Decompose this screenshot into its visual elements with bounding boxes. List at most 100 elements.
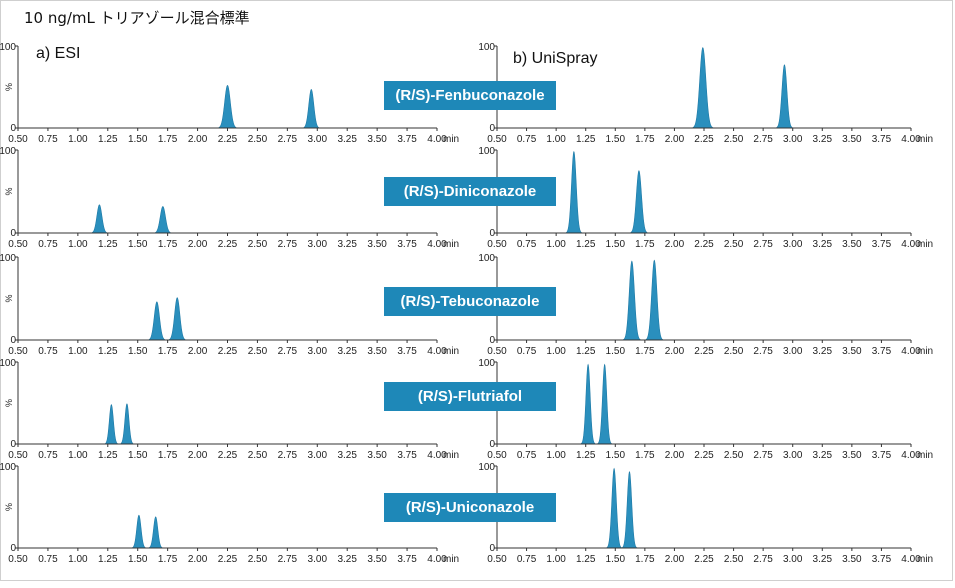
x-tick-label: 1.75	[635, 346, 655, 357]
peak-3-esi-1	[118, 403, 136, 445]
x-tick-label: 4.00	[427, 346, 447, 357]
x-tick-label: 3.25	[813, 239, 833, 250]
x-tick-label: 0.75	[517, 134, 537, 145]
x-tick-label: 3.50	[367, 346, 387, 357]
x-tick-label: 1.25	[576, 134, 596, 145]
x-tick-label: 0.50	[8, 134, 28, 145]
x-tick-label: 0.50	[8, 450, 28, 461]
x-tick-label: 1.25	[98, 134, 118, 145]
x-tick-label: 3.50	[367, 554, 387, 565]
x-tick-label: 2.00	[188, 239, 208, 250]
x-unit-label: min	[917, 346, 933, 357]
x-tick-label: 2.00	[665, 134, 685, 145]
x-unit-label: min	[917, 554, 933, 565]
x-tick-label: 3.75	[397, 554, 417, 565]
x-tick-label: 3.75	[872, 346, 892, 357]
x-tick-label: 0.75	[38, 450, 58, 461]
x-tick-label: 1.50	[606, 239, 626, 250]
x-tick-label: 2.25	[694, 346, 714, 357]
x-tick-label: 3.50	[367, 450, 387, 461]
x-tick-label: 3.75	[397, 450, 417, 461]
x-unit-label: min	[917, 239, 933, 250]
x-tick-label: 2.25	[218, 134, 238, 145]
peak-2-esi-1	[166, 297, 189, 341]
x-tick-label: 0.50	[8, 554, 28, 565]
x-tick-label: 2.25	[218, 554, 238, 565]
x-tick-label: 2.75	[753, 450, 773, 461]
x-unit-label: min	[443, 239, 459, 250]
x-tick-label: 4.00	[427, 554, 447, 565]
y-axis-label: %	[4, 399, 14, 407]
y-tick-label: 100	[478, 146, 495, 157]
x-tick-label: 1.50	[606, 134, 626, 145]
x-tick-label: 2.50	[724, 346, 744, 357]
x-tick-label: 3.75	[872, 239, 892, 250]
x-tick-label: 0.75	[517, 450, 537, 461]
x-tick-label: 1.00	[546, 554, 566, 565]
x-tick-label: 3.75	[872, 554, 892, 565]
x-tick-label: 0.75	[38, 346, 58, 357]
x-unit-label: min	[443, 346, 459, 357]
x-tick-label: 0.75	[517, 554, 537, 565]
x-tick-label: 1.25	[576, 346, 596, 357]
x-tick-label: 3.50	[842, 450, 862, 461]
x-tick-label: 1.00	[546, 346, 566, 357]
x-tick-label: 1.25	[98, 450, 118, 461]
x-tick-label: 1.00	[68, 450, 88, 461]
x-tick-label: 3.00	[783, 554, 803, 565]
x-tick-label: 1.00	[68, 134, 88, 145]
x-tick-label: 2.00	[665, 450, 685, 461]
y-tick-label: 0	[489, 543, 495, 554]
x-tick-label: 3.50	[842, 554, 862, 565]
y-tick-label: 0	[489, 123, 495, 134]
x-tick-label: 2.75	[753, 346, 773, 357]
y-axis-label: %	[4, 294, 14, 302]
figure-title: 10 ng/mL トリアゾール混合標準	[24, 9, 250, 27]
x-tick-label: 0.75	[38, 239, 58, 250]
x-tick-label: 3.25	[337, 239, 357, 250]
x-tick-label: 2.25	[694, 450, 714, 461]
x-tick-label: 4.00	[901, 450, 921, 461]
x-tick-label: 1.75	[635, 134, 655, 145]
x-tick-label: 2.25	[694, 134, 714, 145]
x-unit-label: min	[917, 134, 933, 145]
y-tick-label: 100	[0, 358, 16, 369]
y-axis-label: %	[4, 83, 14, 91]
x-tick-label: 2.50	[248, 450, 268, 461]
compound-label-diniconazole: (R/S)-Diniconazole	[384, 177, 556, 206]
x-tick-label: 2.00	[188, 134, 208, 145]
compound-label-flutriafol: (R/S)-Flutriafol	[384, 382, 556, 411]
x-tick-label: 0.50	[487, 239, 507, 250]
x-unit-label: min	[917, 450, 933, 461]
y-tick-label: 100	[0, 146, 16, 157]
x-tick-label: 1.75	[635, 450, 655, 461]
x-tick-label: 3.25	[813, 554, 833, 565]
x-tick-label: 2.75	[278, 239, 298, 250]
y-tick-label: 0	[10, 439, 16, 450]
x-tick-label: 0.75	[38, 554, 58, 565]
x-tick-label: 1.50	[128, 554, 148, 565]
panel-label-unispray: b) UniSpray	[513, 50, 598, 67]
x-tick-label: 1.50	[606, 450, 626, 461]
peak-4-esi-1	[146, 516, 165, 549]
x-tick-label: 2.25	[694, 239, 714, 250]
x-tick-label: 4.00	[427, 134, 447, 145]
x-tick-label: 1.00	[546, 450, 566, 461]
y-tick-label: 0	[489, 228, 495, 239]
peak-0-esi-0	[215, 84, 240, 129]
x-tick-label: 2.50	[724, 554, 744, 565]
peak-1-esi-1	[152, 206, 174, 234]
x-tick-label: 1.25	[576, 554, 596, 565]
x-tick-label: 3.25	[813, 346, 833, 357]
peak-4-unispray-0	[604, 467, 624, 549]
x-tick-label: 2.00	[188, 346, 208, 357]
x-tick-label: 3.25	[813, 134, 833, 145]
x-tick-label: 1.00	[68, 554, 88, 565]
x-tick-label: 4.00	[901, 554, 921, 565]
x-tick-label: 0.50	[8, 346, 28, 357]
compound-label-uniconazole: (R/S)-Uniconazole	[384, 493, 556, 522]
x-tick-label: 2.25	[218, 346, 238, 357]
x-tick-label: 2.75	[753, 239, 773, 250]
x-tick-label: 2.25	[694, 554, 714, 565]
